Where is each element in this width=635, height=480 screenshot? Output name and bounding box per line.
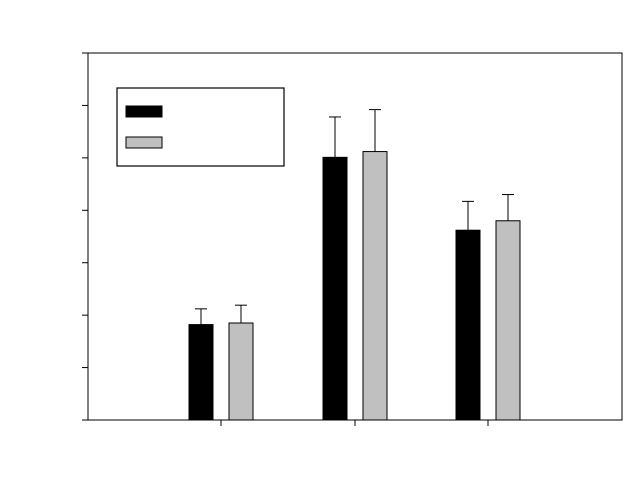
- bar-series2-cat2: [362, 151, 388, 421]
- axis-ticks: [82, 52, 489, 426]
- bar-series1-cat1: [188, 324, 214, 421]
- bars-layer: [188, 151, 521, 421]
- legend-box: [116, 87, 285, 167]
- error-bars-layer: [195, 109, 514, 325]
- bar-series1-cat3: [455, 229, 481, 421]
- bar-series2-cat1: [228, 322, 254, 421]
- legend-swatch-series1: [125, 105, 163, 118]
- bar-series1-cat2: [322, 156, 348, 421]
- bar-series2-cat3: [495, 220, 521, 421]
- legend-swatch-series2: [125, 136, 163, 149]
- legend: [116, 87, 285, 167]
